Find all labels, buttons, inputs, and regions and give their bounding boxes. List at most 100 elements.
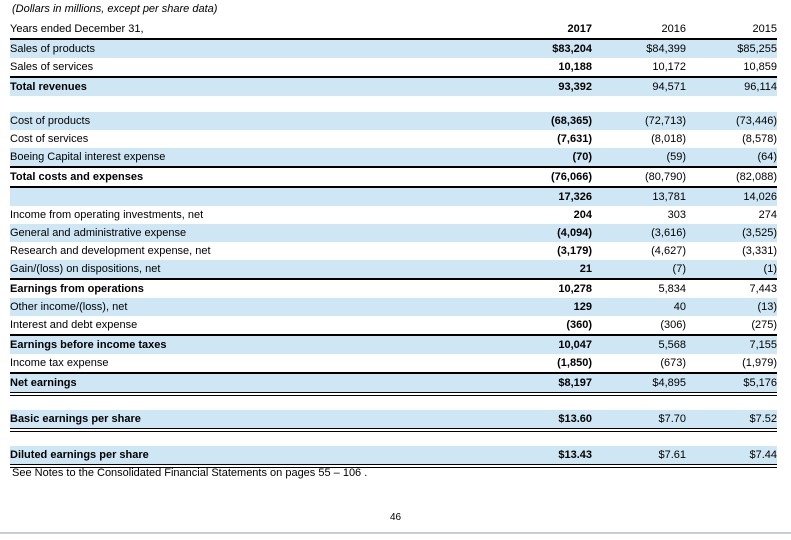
cell-2017: 10,047 — [497, 334, 592, 354]
row-label: Income from operating investments, net — [10, 209, 204, 221]
cell-2015: (3,525) — [686, 224, 777, 242]
row-label: Diluted earnings per share — [10, 446, 497, 468]
cell-2017: 129 — [497, 298, 592, 316]
row-label: Interest and debt expense — [10, 319, 138, 331]
cell-2015: $5,176 — [686, 372, 777, 396]
row-label: Income tax expense — [10, 357, 109, 369]
page-number: 46 — [389, 512, 402, 523]
cell-2017: (3,179) — [557, 245, 592, 257]
dollars-in-millions-note: (Dollars in millions, except per share d… — [12, 3, 218, 15]
cell-2017: $8,197 — [497, 372, 592, 396]
cell-2016: $4,895 — [592, 372, 686, 396]
cell-2017: 93,392 — [497, 76, 592, 96]
table-row: Sales of products $83,204 $84,399 $85,255 — [10, 39, 777, 58]
cell-2015: (1,979) — [742, 357, 777, 369]
row-label: Other income/(loss), net — [10, 298, 497, 316]
cell-2015: (82,088) — [686, 166, 777, 188]
spacer-cell — [10, 394, 777, 410]
cell-2015: 7,443 — [686, 278, 777, 298]
spacer-cell — [10, 96, 777, 112]
row-label: Sales of services — [10, 61, 94, 73]
table-row: Total costs and expenses (76,066) (80,790)… — [10, 166, 777, 188]
cell-2017: $13.43 — [497, 446, 592, 468]
cell-2016: 5,568 — [592, 334, 686, 354]
cell-2015: (64) — [686, 148, 777, 167]
cell-2015: (3,331) — [742, 245, 777, 257]
income-statement-body: Sales of products $83,204 $84,399 $85,255 Sa… — [10, 39, 777, 468]
cell-2017: (1,850) — [557, 357, 592, 369]
cell-2016: (59) — [592, 148, 686, 167]
cell-2017: (360) — [566, 319, 592, 331]
cell-2015: 14,026 — [686, 187, 777, 206]
cell-2016: (80,790) — [592, 166, 686, 188]
cell-2017: 204 — [573, 209, 592, 221]
row-label — [10, 187, 497, 206]
cell-2016: (3,616) — [592, 224, 686, 242]
cell-2016: 303 — [667, 209, 686, 221]
cell-2017: (70) — [497, 148, 592, 167]
cell-2016: (306) — [660, 319, 686, 331]
cell-2017: 10,278 — [497, 278, 592, 298]
cell-2016: $7.70 — [592, 410, 686, 432]
row-label: Cost of products — [10, 112, 497, 130]
table-header-row: Years ended December 31, 2017 2016 2015 — [10, 20, 777, 40]
cell-2017: $83,204 — [497, 39, 592, 58]
cell-2016: 94,571 — [592, 76, 686, 96]
table-row: Income tax expense (1,850) (673) (1,979) — [10, 354, 777, 373]
table-row: Research and development expense, net (3,… — [10, 242, 777, 260]
spacer-row — [10, 394, 777, 410]
table-row: Sales of services 10,188 10,172 10,859 — [10, 58, 777, 77]
cell-2015: $7.44 — [686, 446, 777, 468]
row-label: Sales of products — [10, 39, 497, 58]
row-label: Total costs and expenses — [10, 166, 497, 188]
row-label: Earnings from operations — [10, 278, 497, 298]
cell-2016: $84,399 — [592, 39, 686, 58]
spacer-cell — [10, 430, 777, 446]
cell-2016: 13,781 — [592, 187, 686, 206]
cell-2017: (68,365) — [497, 112, 592, 130]
cell-2015: 96,114 — [686, 76, 777, 96]
row-label: Research and development expense, net — [10, 245, 211, 257]
row-label: Basic earnings per share — [10, 410, 497, 432]
cell-2017: (76,066) — [497, 166, 592, 188]
cell-2016: (7) — [592, 260, 686, 279]
cell-2016: (673) — [660, 357, 686, 369]
table-row: Diluted earnings per share $13.43 $7.61 $7.… — [10, 446, 777, 468]
cell-2015: (8,578) — [742, 133, 777, 145]
cell-2015: 10,859 — [743, 61, 777, 73]
table-row: Gain/(loss) on dispositions, net 21 (7) (1) — [10, 260, 777, 279]
page-bottom-divider — [0, 532, 791, 534]
year-header-2015: 2015 — [686, 20, 777, 40]
cell-2016: (72,713) — [592, 112, 686, 130]
cell-2017: $13.60 — [497, 410, 592, 432]
table-row: Total revenues 93,392 94,571 96,114 — [10, 76, 777, 96]
row-label: Total revenues — [10, 76, 497, 96]
cell-2017: (4,094) — [497, 224, 592, 242]
cell-2017: 10,188 — [558, 61, 592, 73]
cell-2015: $85,255 — [686, 39, 777, 58]
cell-2016: 40 — [592, 298, 686, 316]
row-label: Earnings before income taxes — [10, 334, 497, 354]
row-label: Cost of services — [10, 133, 89, 145]
cell-2015: (1) — [686, 260, 777, 279]
table-row: Other income/(loss), net 129 40 (13) — [10, 298, 777, 316]
cell-2016: (8,018) — [651, 133, 686, 145]
table-row: Basic earnings per share $13.60 $7.70 $7.52 — [10, 410, 777, 432]
cell-2015: $7.52 — [686, 410, 777, 432]
cell-2015: (275) — [751, 319, 777, 331]
cell-2017: (7,631) — [557, 133, 592, 145]
income-statement-table: Years ended December 31, 2017 2016 2015 … — [10, 20, 777, 468]
cell-2015: 7,155 — [686, 334, 777, 354]
year-header-2017: 2017 — [497, 20, 592, 40]
table-row: Cost of services (7,631) (8,018) (8,578) — [10, 130, 777, 148]
cell-2015: 274 — [758, 209, 777, 221]
years-ended-label: Years ended December 31, — [10, 20, 497, 40]
cell-2015: (73,446) — [686, 112, 777, 130]
row-label: Boeing Capital interest expense — [10, 148, 497, 167]
table-row: 17,326 13,781 14,026 — [10, 187, 777, 206]
table-row: Interest and debt expense (360) (306) (275) — [10, 316, 777, 335]
table-row: General and administrative expense (4,094… — [10, 224, 777, 242]
cell-2016: (4,627) — [651, 245, 686, 257]
cell-2015: (13) — [686, 298, 777, 316]
